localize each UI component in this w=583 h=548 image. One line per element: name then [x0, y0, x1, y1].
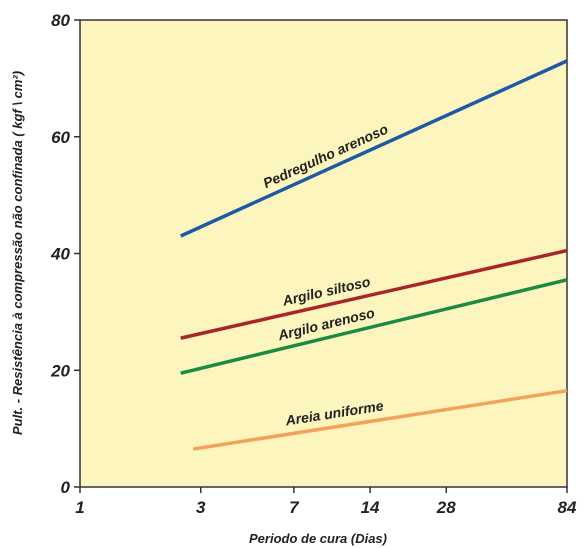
y-tick-label: 20 — [50, 361, 70, 380]
x-tick-label: 1 — [75, 498, 84, 517]
x-tick-label: 28 — [436, 498, 456, 517]
series-line — [192, 388, 568, 451]
x-tick-label: 84 — [558, 498, 577, 517]
y-tick-label: 80 — [51, 11, 70, 30]
x-axis-title: Periodo de cura (Dias) — [249, 531, 387, 546]
y-tick-label: 60 — [51, 128, 70, 147]
x-axis-ticks: 1 3 7 14 28 84 — [75, 487, 577, 517]
x-tick-label: 3 — [196, 498, 206, 517]
x-tick-label: 7 — [289, 498, 300, 517]
series-line — [180, 278, 568, 375]
y-tick-label: 40 — [50, 245, 70, 264]
series-lines — [179, 59, 568, 451]
series-line — [180, 248, 568, 340]
y-axis-title: Pult. - Resistência à compressão não con… — [10, 71, 25, 435]
x-tick-label: 14 — [361, 498, 380, 517]
y-tick-label: 0 — [61, 478, 71, 497]
series-line — [179, 59, 568, 238]
y-axis-ticks: 0 20 40 60 80 — [50, 11, 80, 497]
